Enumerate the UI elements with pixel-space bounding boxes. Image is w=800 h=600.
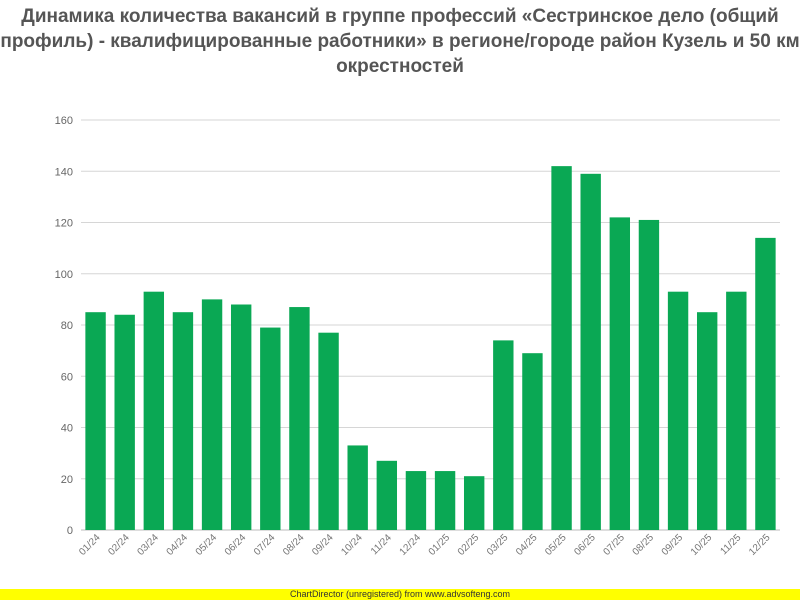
x-tick-label: 01/25 — [427, 532, 453, 558]
y-tick-label: 120 — [55, 218, 73, 230]
bar-07-24 — [260, 327, 281, 530]
x-tick-label: 02/24 — [106, 532, 132, 558]
x-tick-label: 10/25 — [689, 532, 715, 558]
bar-11-24 — [376, 460, 398, 530]
x-tick-label: 09/24 — [310, 532, 336, 558]
x-tick-label: 12/25 — [747, 532, 773, 558]
x-tick-label: 02/25 — [456, 532, 482, 558]
bar-08-25 — [638, 219, 660, 530]
bar-07-25 — [609, 217, 631, 531]
bar-12-25 — [755, 237, 776, 531]
bar-03-24 — [143, 291, 165, 530]
bar-06-24 — [230, 304, 252, 530]
x-tick-label: 07/25 — [601, 532, 627, 558]
y-tick-label: 160 — [55, 115, 73, 127]
x-tick-label: 08/24 — [281, 532, 307, 558]
bar-02-25 — [463, 476, 485, 530]
x-tick-label: 03/24 — [135, 532, 161, 558]
bar-05-24 — [201, 299, 223, 531]
bar-05-25 — [551, 166, 572, 531]
x-axis-ticks: 01/24 02/24 03/24 04/24 05/24 06/24 07/24 08/24… — [77, 532, 773, 558]
y-tick-label: 0 — [67, 525, 73, 537]
bar-02-24 — [114, 314, 135, 530]
bar-11-25 — [726, 291, 747, 530]
x-tick-label: 06/24 — [223, 532, 249, 558]
x-tick-label: 03/25 — [485, 532, 511, 558]
y-axis-ticks: 0 20 40 60 80 100 120 140 160 — [55, 115, 73, 537]
x-tick-label: 01/24 — [77, 532, 103, 558]
x-tick-label: 12/24 — [398, 532, 424, 558]
y-tick-label: 80 — [61, 320, 73, 332]
bar-09-24 — [318, 332, 339, 530]
y-tick-label: 140 — [55, 166, 73, 178]
x-tick-label: 05/24 — [194, 532, 220, 558]
y-tick-label: 100 — [55, 269, 73, 281]
bar-04-25 — [522, 353, 543, 530]
y-tick-label: 20 — [61, 474, 73, 486]
bar-09-25 — [667, 291, 689, 530]
bar-10-25 — [696, 312, 718, 530]
bar-01-24 — [85, 312, 106, 530]
bar-08-24 — [289, 307, 310, 530]
x-tick-label: 05/25 — [543, 532, 569, 558]
grid-lines — [81, 119, 780, 531]
bar-04-24 — [172, 312, 194, 530]
y-tick-label: 60 — [61, 371, 73, 383]
x-tick-label: 04/24 — [165, 532, 191, 558]
bar-03-25 — [493, 340, 514, 531]
bar-01-25 — [434, 471, 456, 530]
y-tick-label: 40 — [61, 423, 73, 435]
watermark-footer: ChartDirector (unregistered) from www.ad… — [0, 589, 800, 600]
bar-06-25 — [580, 173, 601, 530]
x-tick-label: 07/24 — [252, 532, 278, 558]
bars — [85, 166, 776, 531]
x-tick-label: 06/25 — [572, 532, 598, 558]
x-tick-label: 08/25 — [631, 532, 657, 558]
x-tick-label: 09/25 — [660, 532, 686, 558]
x-tick-label: 04/25 — [514, 532, 540, 558]
bar-12-24 — [405, 471, 427, 530]
x-tick-label: 11/24 — [369, 532, 394, 557]
chart-title: Динамика количества вакансий в группе пр… — [0, 6, 800, 77]
x-tick-label: 11/25 — [718, 532, 743, 557]
x-tick-label: 10/24 — [339, 532, 365, 558]
bar-10-24 — [347, 445, 368, 530]
